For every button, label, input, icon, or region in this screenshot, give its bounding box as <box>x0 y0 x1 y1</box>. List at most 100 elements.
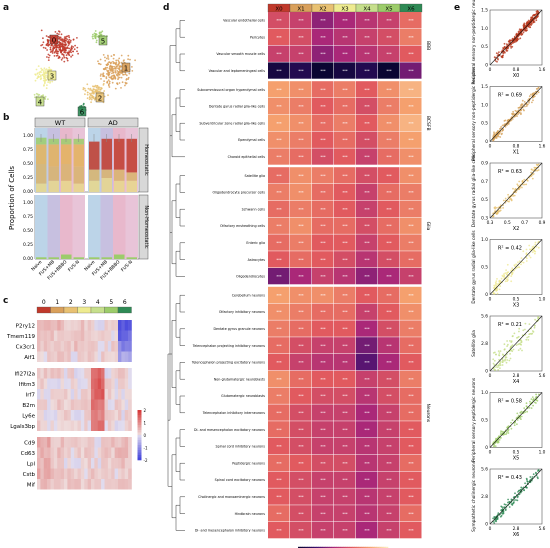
c-heat-cell <box>114 447 119 458</box>
e-point <box>510 45 512 48</box>
d-cell-marker: *** <box>408 461 414 465</box>
umap-point <box>117 75 119 77</box>
d-heat-cell <box>334 454 356 472</box>
b-bar-segment <box>101 178 112 192</box>
c-heat-cell <box>107 389 112 400</box>
e-point <box>506 280 508 282</box>
e-point <box>526 478 528 481</box>
umap-point <box>112 77 115 80</box>
b-bar-segment <box>114 254 125 259</box>
umap-cluster-box <box>77 106 87 117</box>
d-heat-cell <box>290 303 312 320</box>
e-point <box>537 246 540 249</box>
d-heat-cell <box>378 471 400 488</box>
d-cell-marker: *** <box>342 327 348 331</box>
e-point <box>496 135 499 138</box>
e-point <box>536 169 539 172</box>
b-ytick: 0.50 <box>23 228 33 234</box>
c-cluster-header <box>117 306 132 314</box>
c-heat-cell <box>50 330 55 341</box>
c-heat-cell <box>124 420 129 431</box>
c-heat-cell <box>104 437 109 448</box>
e-point <box>519 343 522 346</box>
e-point <box>517 31 520 33</box>
d-cell-marker: *** <box>386 174 392 178</box>
d-heat-cell <box>334 200 356 218</box>
e-point <box>496 130 499 133</box>
c-heat-cell <box>118 447 122 458</box>
c-heat-cell <box>111 410 115 421</box>
e-point <box>506 359 509 361</box>
d-cell-marker: *** <box>386 121 392 125</box>
umap-point <box>42 74 45 76</box>
d-cell-marker: *** <box>342 207 348 211</box>
d-cell-marker: *** <box>408 310 414 314</box>
e-point <box>496 278 498 280</box>
d-cell-marker: *** <box>364 105 370 109</box>
c-heat-cell <box>37 458 41 469</box>
d-heat-cell <box>334 28 356 46</box>
e-point <box>498 354 500 356</box>
d-heat-cell <box>356 286 378 304</box>
e-point <box>523 183 526 186</box>
d-cell-marker: *** <box>342 445 348 449</box>
c-gene-label: Ifi27l2a <box>15 371 35 377</box>
c-heat-cell <box>104 341 109 352</box>
umap-point <box>109 65 111 68</box>
e-ytick: 0 <box>485 292 488 298</box>
c-heat-cell <box>43 378 48 389</box>
d-row-label: Spinal cord inhibitory neurons <box>216 445 266 449</box>
c-heat-cell <box>124 410 129 421</box>
e-point <box>506 263 509 266</box>
e-point <box>535 393 537 396</box>
e-point <box>533 324 536 327</box>
d-cell-marker: *** <box>342 155 348 159</box>
e-point <box>528 406 531 409</box>
d-cell-marker: *** <box>298 445 304 449</box>
e-point <box>518 106 521 109</box>
c-heat-cell <box>57 351 61 362</box>
c-heat-cell <box>70 389 75 400</box>
umap-point <box>124 84 126 87</box>
d-heat-cell <box>290 217 312 234</box>
e-point <box>523 178 526 181</box>
c-heat-cell <box>74 479 78 490</box>
c-heat-cell <box>111 399 115 410</box>
e-point <box>509 39 512 42</box>
d-cell-marker: *** <box>298 293 304 297</box>
d-cell-marker: *** <box>320 310 326 314</box>
panel-letter-e: e <box>454 3 461 13</box>
b-bar-segment <box>126 138 137 173</box>
c-heat-cell <box>40 420 45 431</box>
c-heat-cell <box>104 410 109 421</box>
d-cell-marker: *** <box>320 19 326 23</box>
e-point <box>513 332 516 335</box>
d-cell-marker: *** <box>408 105 414 109</box>
b-bar-segment <box>48 166 59 181</box>
umap-point <box>47 98 49 101</box>
e-point <box>508 506 511 508</box>
c-heat-cell <box>94 410 99 421</box>
e-point <box>499 136 502 138</box>
umap-point <box>63 41 66 43</box>
b-ytick: 0.00 <box>23 189 33 195</box>
d-heat-cell <box>312 387 334 404</box>
e-point <box>506 124 508 126</box>
c-col-label: 0 <box>42 299 46 306</box>
c-heat-cell <box>118 458 122 469</box>
d-heat-cell <box>400 387 422 404</box>
c-heat-cell <box>91 320 95 331</box>
d-heat-cell <box>378 387 400 404</box>
c-colorbar-step <box>137 445 142 448</box>
d-heat-cell <box>378 454 400 472</box>
e-point <box>537 393 540 396</box>
d-cell-marker: *** <box>276 428 282 432</box>
c-heat-cell <box>111 330 115 341</box>
umap-point <box>48 66 51 69</box>
c-heat-cell <box>107 399 112 410</box>
c-heat-cell <box>67 437 72 448</box>
c-heat-cell <box>47 468 51 479</box>
e-point <box>494 445 497 447</box>
d-colorbar-step <box>349 546 353 548</box>
e-point <box>517 349 520 351</box>
